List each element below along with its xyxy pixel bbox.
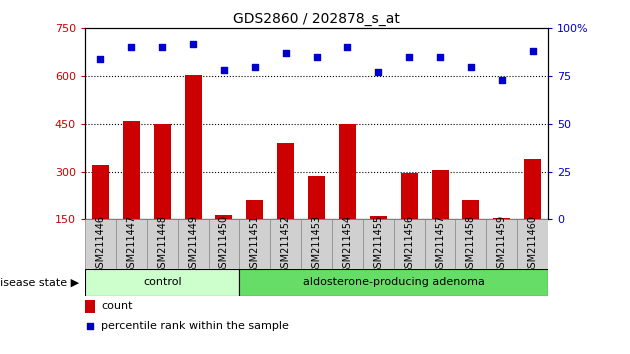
Text: GSM211455: GSM211455 (374, 215, 383, 274)
Bar (432, 170, 449, 219)
Bar (239, 219, 270, 269)
Text: GSM211454: GSM211454 (343, 215, 352, 274)
Text: GSM211457: GSM211457 (435, 215, 445, 274)
Bar (493, 218, 510, 219)
Bar (123, 121, 140, 219)
Bar (209, 219, 239, 269)
Point (96, 56, 106, 62)
Text: GSM211449: GSM211449 (188, 215, 198, 274)
Text: disease state ▶: disease state ▶ (0, 277, 79, 287)
Text: GSM211459: GSM211459 (497, 215, 507, 274)
Bar (277, 143, 294, 219)
Bar (425, 219, 455, 269)
Point (126, 45, 137, 50)
Point (158, 45, 168, 50)
Point (527, 48, 537, 54)
Bar (301, 219, 332, 269)
Point (85, 323, 95, 329)
Text: control: control (143, 277, 181, 287)
Bar (524, 159, 541, 219)
Text: GSM211460: GSM211460 (528, 215, 537, 274)
Point (496, 77, 507, 83)
Bar (85, 300, 95, 313)
Bar (85, 269, 239, 296)
Text: GSM211456: GSM211456 (404, 215, 414, 274)
Bar (246, 200, 263, 219)
Text: GSM211450: GSM211450 (219, 215, 229, 274)
Bar (401, 173, 418, 219)
Point (343, 45, 353, 50)
Text: GSM211452: GSM211452 (281, 215, 290, 274)
Bar (332, 219, 363, 269)
Bar (85, 219, 116, 269)
Bar (394, 219, 425, 269)
Point (188, 41, 198, 46)
Text: count: count (101, 301, 133, 311)
Point (404, 54, 415, 60)
Text: GSM211451: GSM211451 (250, 215, 260, 274)
Text: aldosterone-producing adenoma: aldosterone-producing adenoma (303, 277, 484, 287)
Title: GDS2860 / 202878_s_at: GDS2860 / 202878_s_at (233, 12, 400, 26)
Text: GSM211453: GSM211453 (312, 215, 321, 274)
Bar (178, 219, 209, 269)
Bar (92, 165, 109, 219)
Bar (455, 219, 486, 269)
Point (373, 69, 383, 75)
Point (466, 64, 476, 69)
Bar (185, 75, 202, 219)
Bar (486, 219, 517, 269)
Text: GSM211458: GSM211458 (466, 215, 476, 274)
Bar (215, 215, 232, 219)
Bar (363, 219, 394, 269)
Point (249, 64, 260, 69)
Bar (116, 219, 147, 269)
Point (219, 68, 229, 73)
Bar (370, 216, 387, 219)
Point (312, 54, 322, 60)
Point (281, 50, 291, 56)
Bar (239, 269, 548, 296)
Bar (462, 200, 479, 219)
Bar (339, 124, 356, 219)
Bar (154, 124, 171, 219)
Text: GSM211448: GSM211448 (158, 215, 167, 274)
Text: GSM211446: GSM211446 (96, 215, 105, 274)
Text: GSM211447: GSM211447 (127, 215, 136, 274)
Point (435, 54, 445, 60)
Bar (517, 219, 548, 269)
Text: percentile rank within the sample: percentile rank within the sample (101, 321, 289, 331)
Bar (147, 219, 178, 269)
Bar (308, 176, 325, 219)
Bar (270, 219, 301, 269)
